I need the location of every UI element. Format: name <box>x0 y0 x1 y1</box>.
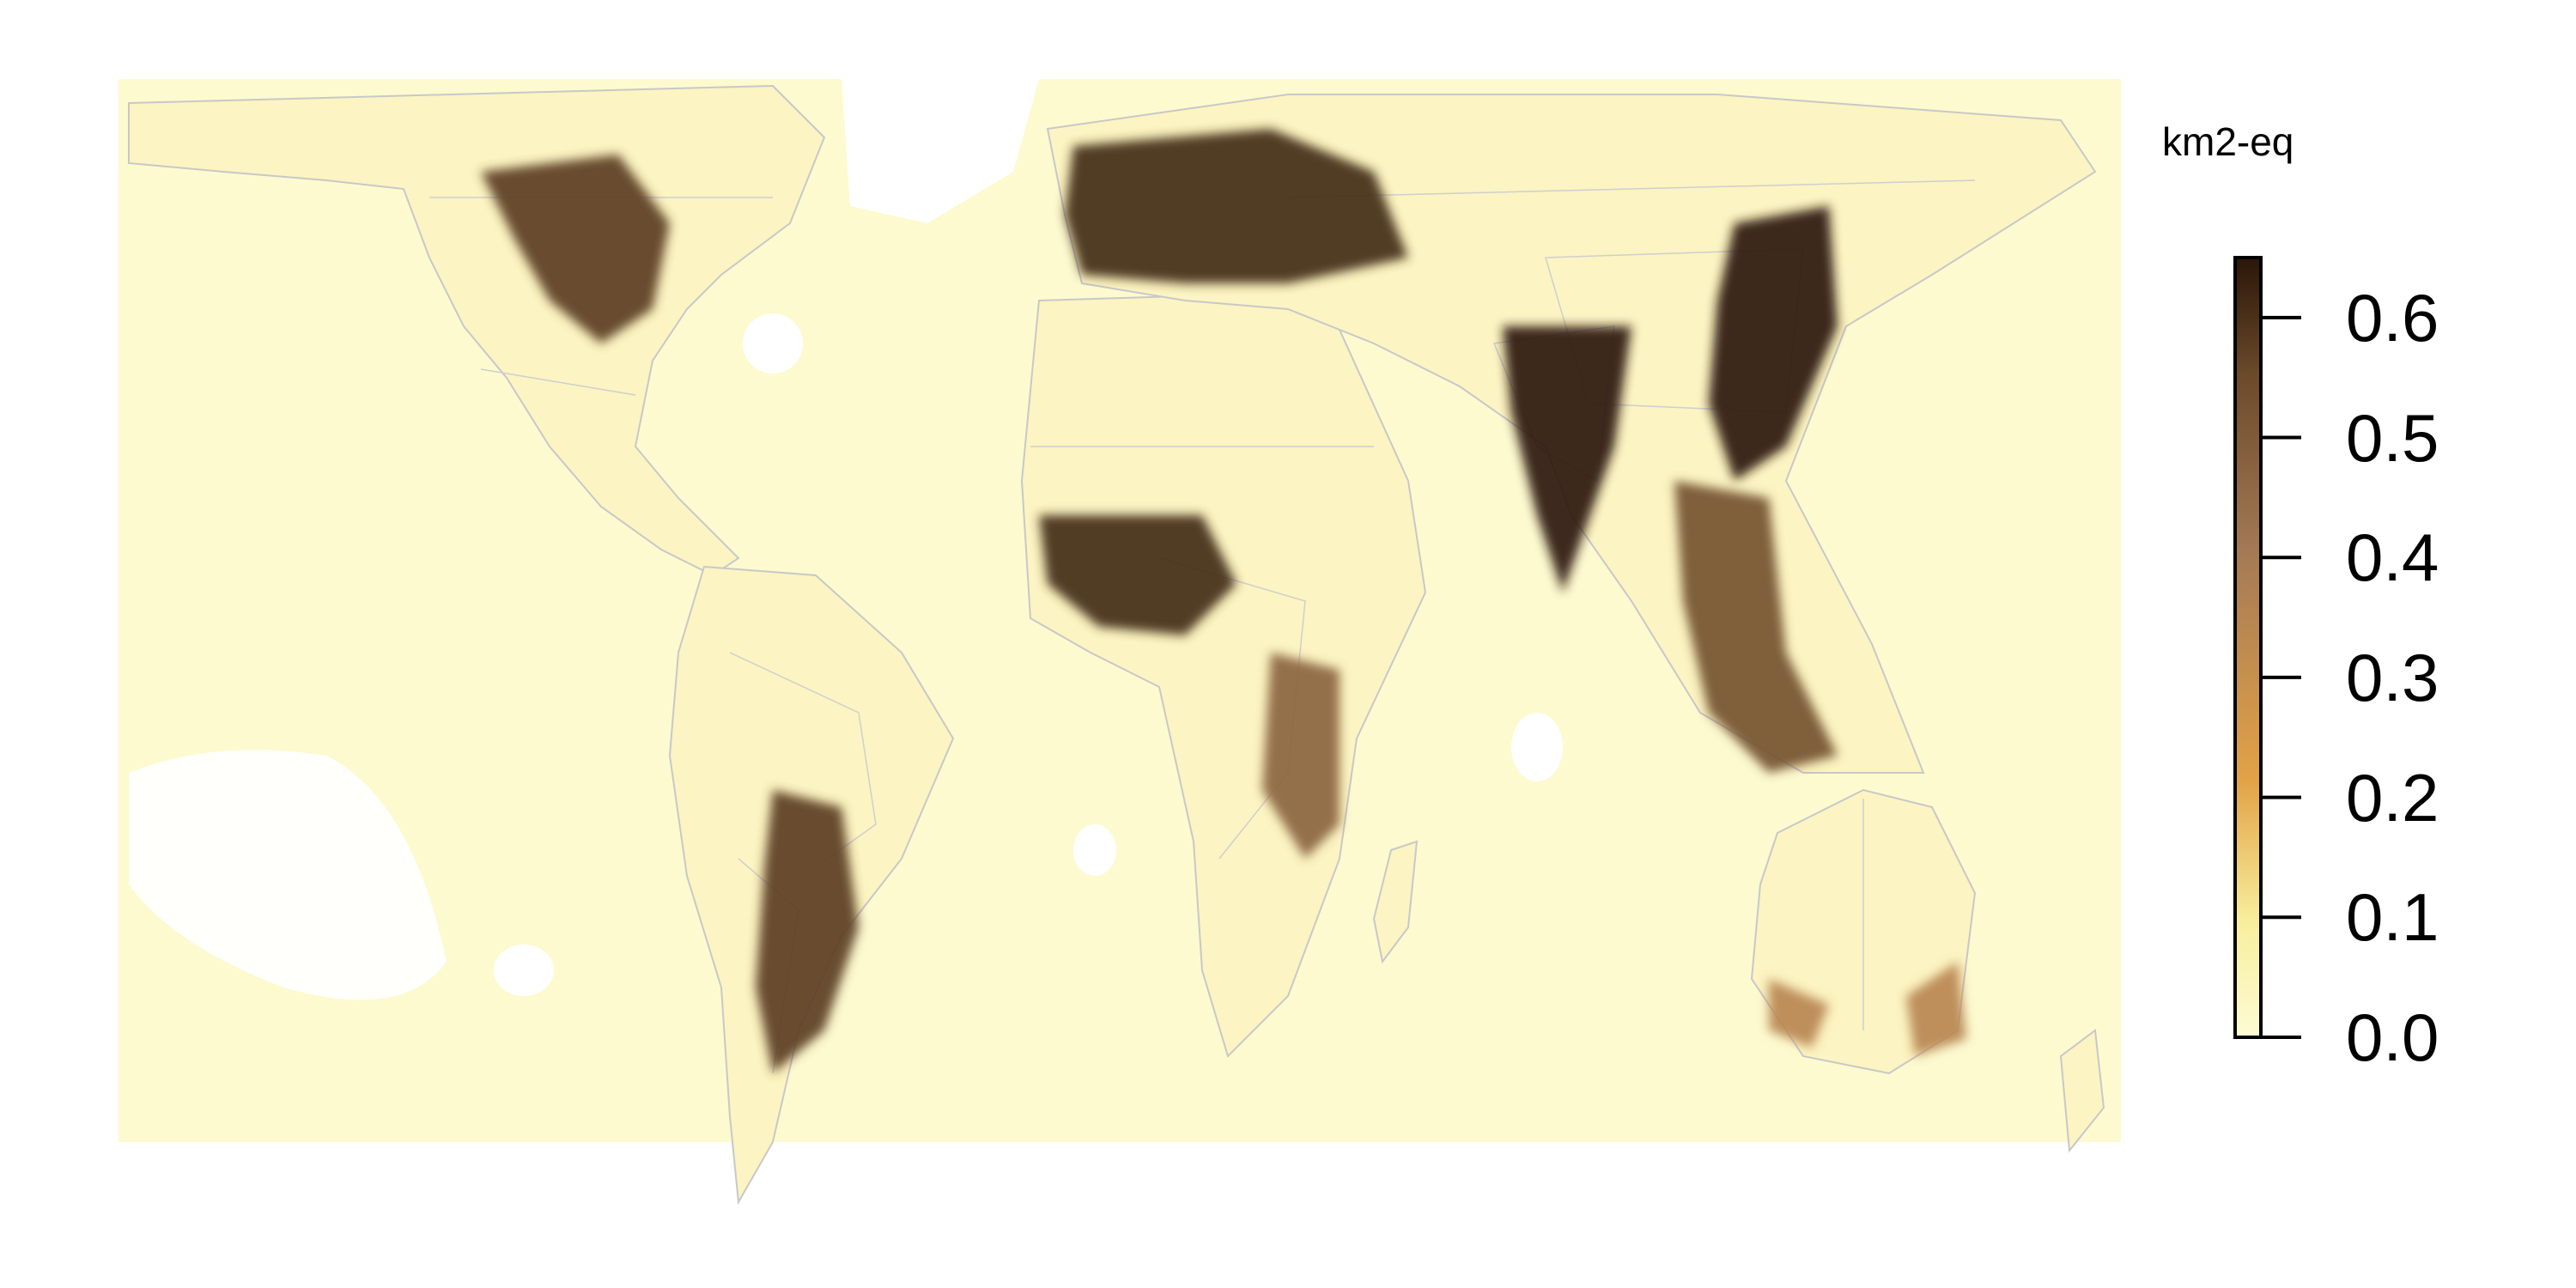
hotspot-southeast-asia <box>1674 481 1838 773</box>
border-us-mexico <box>480 368 636 396</box>
madagascar <box>1372 840 1419 964</box>
pacific-white-patches <box>129 750 447 1000</box>
hotspot-east-africa <box>1262 653 1340 859</box>
antarctic-white-band <box>118 1142 2121 1288</box>
hotspot-south-america-pampas <box>756 790 859 1073</box>
arctic-white-area <box>841 79 1039 223</box>
hotspot-southeast-australia <box>1769 962 1966 1056</box>
colorbar-ticks <box>2261 315 2301 1039</box>
colorbar-gradient <box>2233 256 2263 1039</box>
hotspot-india <box>1503 326 1631 592</box>
colorbar <box>2233 256 2301 1039</box>
atlantic-white-patch <box>743 313 803 374</box>
indian-ocean-white-patch <box>1511 713 1563 781</box>
new-zealand <box>2059 1029 2105 1153</box>
africa <box>1020 290 1427 1058</box>
colorbar-tick-label: 0.0 <box>2346 999 2439 1075</box>
colorbar-tick-label: 0.2 <box>2346 759 2439 835</box>
hotspot-central-north-america <box>481 155 670 343</box>
hotspot-layer <box>481 129 1966 1073</box>
colorbar-tick-label: 0.4 <box>2346 519 2439 596</box>
hawaii-white-patch <box>494 945 554 996</box>
hotspot-europe <box>1065 129 1408 283</box>
colorbar-title: km2-eq <box>2162 119 2294 164</box>
colorbar-tick-label: 0.3 <box>2346 639 2439 715</box>
colorbar-tick-label: 0.1 <box>2346 879 2439 956</box>
border-russia <box>1287 179 1976 198</box>
atlantic-south-white-patch <box>1073 824 1116 876</box>
colorbar-tick-label: 0.6 <box>2346 279 2439 355</box>
hotspot-west-africa-sahel <box>1039 515 1236 635</box>
colorbar-tick-label: 0.5 <box>2346 399 2439 476</box>
hotspot-east-china <box>1709 206 1838 481</box>
